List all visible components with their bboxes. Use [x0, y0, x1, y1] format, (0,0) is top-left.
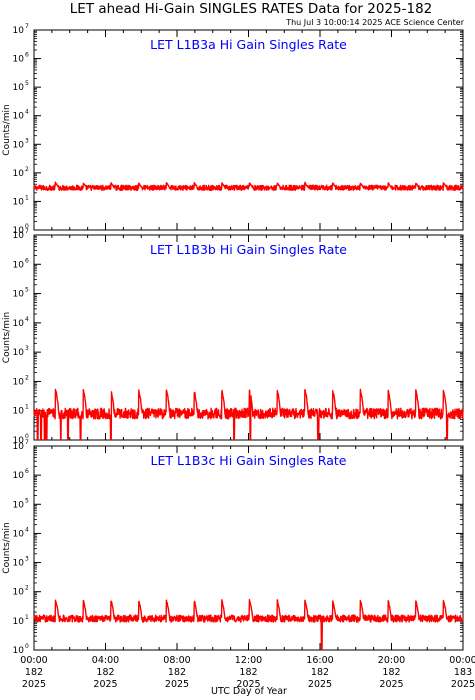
- y-tick-exponent: 5: [25, 497, 29, 504]
- x-tick-label: 00:00: [449, 655, 475, 666]
- y-tick-exponent: 0: [25, 433, 29, 440]
- y-tick-label: 10: [13, 646, 25, 656]
- y-tick-label: 10: [13, 377, 25, 387]
- y-tick-label: 10: [13, 112, 25, 122]
- y-tick-label: 10: [13, 83, 25, 93]
- y-tick-exponent: 4: [25, 109, 29, 116]
- y-axis-label: Counts/min: [2, 312, 12, 363]
- y-tick-exponent: 6: [25, 468, 29, 475]
- y-tick-exponent: 7: [25, 439, 29, 446]
- y-tick-label: 10: [13, 169, 25, 179]
- x-tick-label: 2025: [379, 679, 403, 690]
- x-tick-label: 00:00: [20, 655, 47, 666]
- panel-title: LET L1B3a Hi Gain Singles Rate: [150, 37, 347, 52]
- series-line: [33, 599, 464, 651]
- panel-2: LET L1B3b Hi Gain Singles Rate Counts/min…: [2, 228, 464, 446]
- y-tick-label: 10: [13, 529, 25, 539]
- y-tick-exponent: 1: [25, 614, 29, 621]
- panel-1: LET L1B3a Hi Gain Singles Rate Counts/min…: [2, 23, 464, 236]
- y-tick-exponent: 1: [25, 404, 29, 411]
- y-tick-label: 10: [13, 197, 25, 207]
- y-tick-exponent: 2: [25, 585, 29, 592]
- panel-title: LET L1B3c Hi Gain Singles Rate: [151, 453, 347, 468]
- y-tick-label: 10: [13, 231, 25, 241]
- y-tick-exponent: 3: [25, 345, 29, 352]
- x-tick-label: 12:00: [235, 655, 262, 666]
- y-tick-exponent: 0: [25, 223, 29, 230]
- y-tick-exponent: 1: [25, 194, 29, 201]
- series-line: [33, 388, 464, 441]
- figure-title: LET ahead Hi-Gain SINGLES RATES Data for…: [70, 1, 433, 17]
- y-tick-label: 10: [13, 442, 25, 452]
- y-tick-exponent: 5: [25, 80, 29, 87]
- y-tick-exponent: 4: [25, 316, 29, 323]
- y-axis-label: Counts/min: [2, 522, 12, 573]
- x-tick-label: 08:00: [163, 655, 190, 666]
- x-tick-label: 2025: [93, 679, 117, 690]
- y-tick-label: 10: [13, 55, 25, 65]
- y-tick-label: 10: [13, 348, 25, 358]
- y-axis-label: Counts/min: [2, 104, 12, 155]
- panel-title: LET L1B3b Hi Gain Singles Rate: [150, 242, 347, 257]
- x-tick-label: 182: [239, 667, 257, 678]
- y-tick-exponent: 7: [25, 228, 29, 235]
- y-tick-label: 10: [13, 260, 25, 270]
- x-tick-label: 2025: [22, 679, 46, 690]
- y-tick-exponent: 7: [25, 23, 29, 30]
- x-tick-label: 2025: [308, 679, 332, 690]
- panel-3: LET L1B3c Hi Gain Singles Rate Counts/min…: [2, 439, 475, 690]
- x-tick-label: 182: [96, 667, 114, 678]
- x-tick-label: 182: [25, 667, 43, 678]
- y-tick-label: 10: [13, 436, 25, 446]
- x-tick-label: 04:00: [92, 655, 119, 666]
- x-tick-label: 182: [382, 667, 400, 678]
- y-tick-exponent: 0: [25, 643, 29, 650]
- y-tick-exponent: 4: [25, 526, 29, 533]
- y-tick-exponent: 3: [25, 137, 29, 144]
- y-tick-label: 10: [13, 319, 25, 329]
- y-tick-label: 10: [13, 226, 25, 236]
- y-tick-label: 10: [13, 471, 25, 481]
- x-tick-label: 2025: [165, 679, 189, 690]
- y-tick-exponent: 2: [25, 166, 29, 173]
- y-tick-exponent: 5: [25, 287, 29, 294]
- y-tick-exponent: 3: [25, 556, 29, 563]
- x-tick-label: 182: [168, 667, 186, 678]
- y-tick-label: 10: [13, 588, 25, 598]
- x-tick-label: 182: [311, 667, 329, 678]
- x-tick-label: 16:00: [306, 655, 333, 666]
- x-tick-label: 2025: [451, 679, 475, 690]
- y-tick-label: 10: [13, 26, 25, 36]
- y-tick-label: 10: [13, 500, 25, 510]
- y-tick-label: 10: [13, 617, 25, 627]
- x-axis-label: UTC Day of Year: [211, 686, 287, 697]
- x-tick-label: 183: [454, 667, 472, 678]
- panels-group: LET L1B3a Hi Gain Singles Rate Counts/min…: [2, 23, 475, 690]
- y-tick-label: 10: [13, 559, 25, 569]
- y-tick-exponent: 6: [25, 52, 29, 59]
- y-tick-label: 10: [13, 290, 25, 300]
- y-tick-exponent: 6: [25, 257, 29, 264]
- x-tick-label: 20:00: [378, 655, 405, 666]
- y-tick-exponent: 2: [25, 374, 29, 381]
- timestamp-label: Thu Jul 3 10:00:14 2025 ACE Science Cent…: [285, 18, 464, 27]
- y-tick-label: 10: [13, 407, 25, 417]
- series-line: [33, 181, 464, 192]
- x-tick-label: 2025: [236, 679, 260, 690]
- y-tick-label: 10: [13, 140, 25, 150]
